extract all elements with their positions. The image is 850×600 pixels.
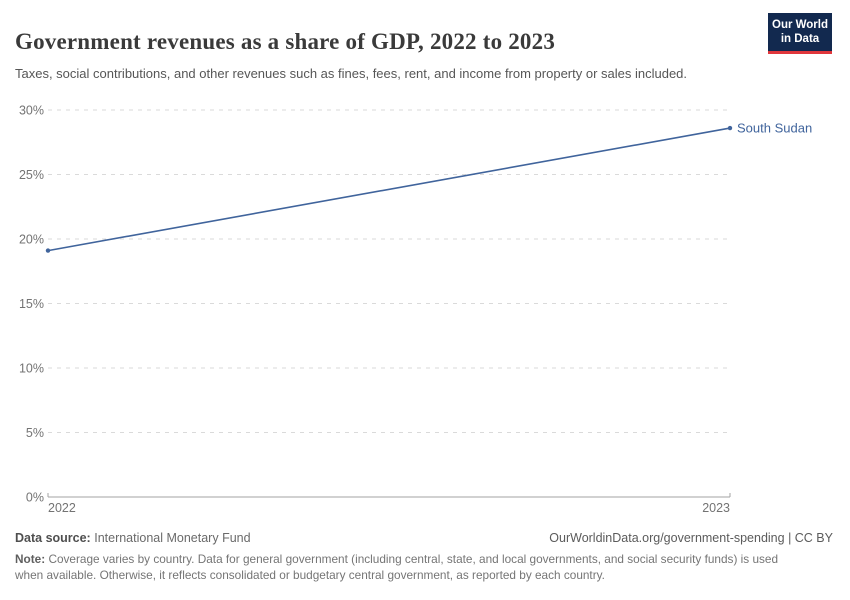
chart-subtitle: Taxes, social contributions, and other r… [15, 66, 688, 81]
footer-note-label: Note: [15, 552, 46, 566]
owid-logo[interactable]: Our World in Data [768, 13, 832, 54]
x-tick-label-2022: 2022 [48, 501, 76, 515]
series-line-south-sudan[interactable] [47, 127, 731, 252]
footer-sources-row: Data source: International Monetary Fund… [15, 531, 833, 545]
chart-title: Government revenues as a share of GDP, 2… [15, 29, 556, 55]
y-tick-label-20: 20% [19, 233, 44, 247]
attribution-link[interactable]: OurWorldinData.org/government-spending |… [549, 531, 833, 545]
data-source-value: International Monetary Fund [94, 531, 251, 545]
y-tick-label-30: 30% [19, 104, 44, 118]
footer-note-text: Coverage varies by country. Data for gen… [15, 552, 779, 583]
owid-logo-line2: in Data [780, 33, 820, 46]
y-tick-label-5: 5% [26, 426, 44, 440]
y-tick-label-0: 0% [26, 491, 44, 505]
owid-logo-line1: Our World [772, 19, 829, 31]
y-tick-label-25: 25% [19, 168, 44, 182]
data-source: Data source: International Monetary Fund [15, 531, 251, 545]
footer-note: Note: Coverage varies by country. Data f… [15, 551, 809, 584]
y-tick-label-10: 10% [19, 362, 44, 376]
data-source-label: Data source: [15, 531, 91, 545]
chart-footer: Data source: International Monetary Fund… [15, 531, 833, 584]
series-label-south-sudan[interactable]: South Sudan [737, 121, 812, 136]
y-tick-label-15: 15% [19, 297, 44, 311]
x-tick-label-2023: 2023 [702, 501, 730, 515]
